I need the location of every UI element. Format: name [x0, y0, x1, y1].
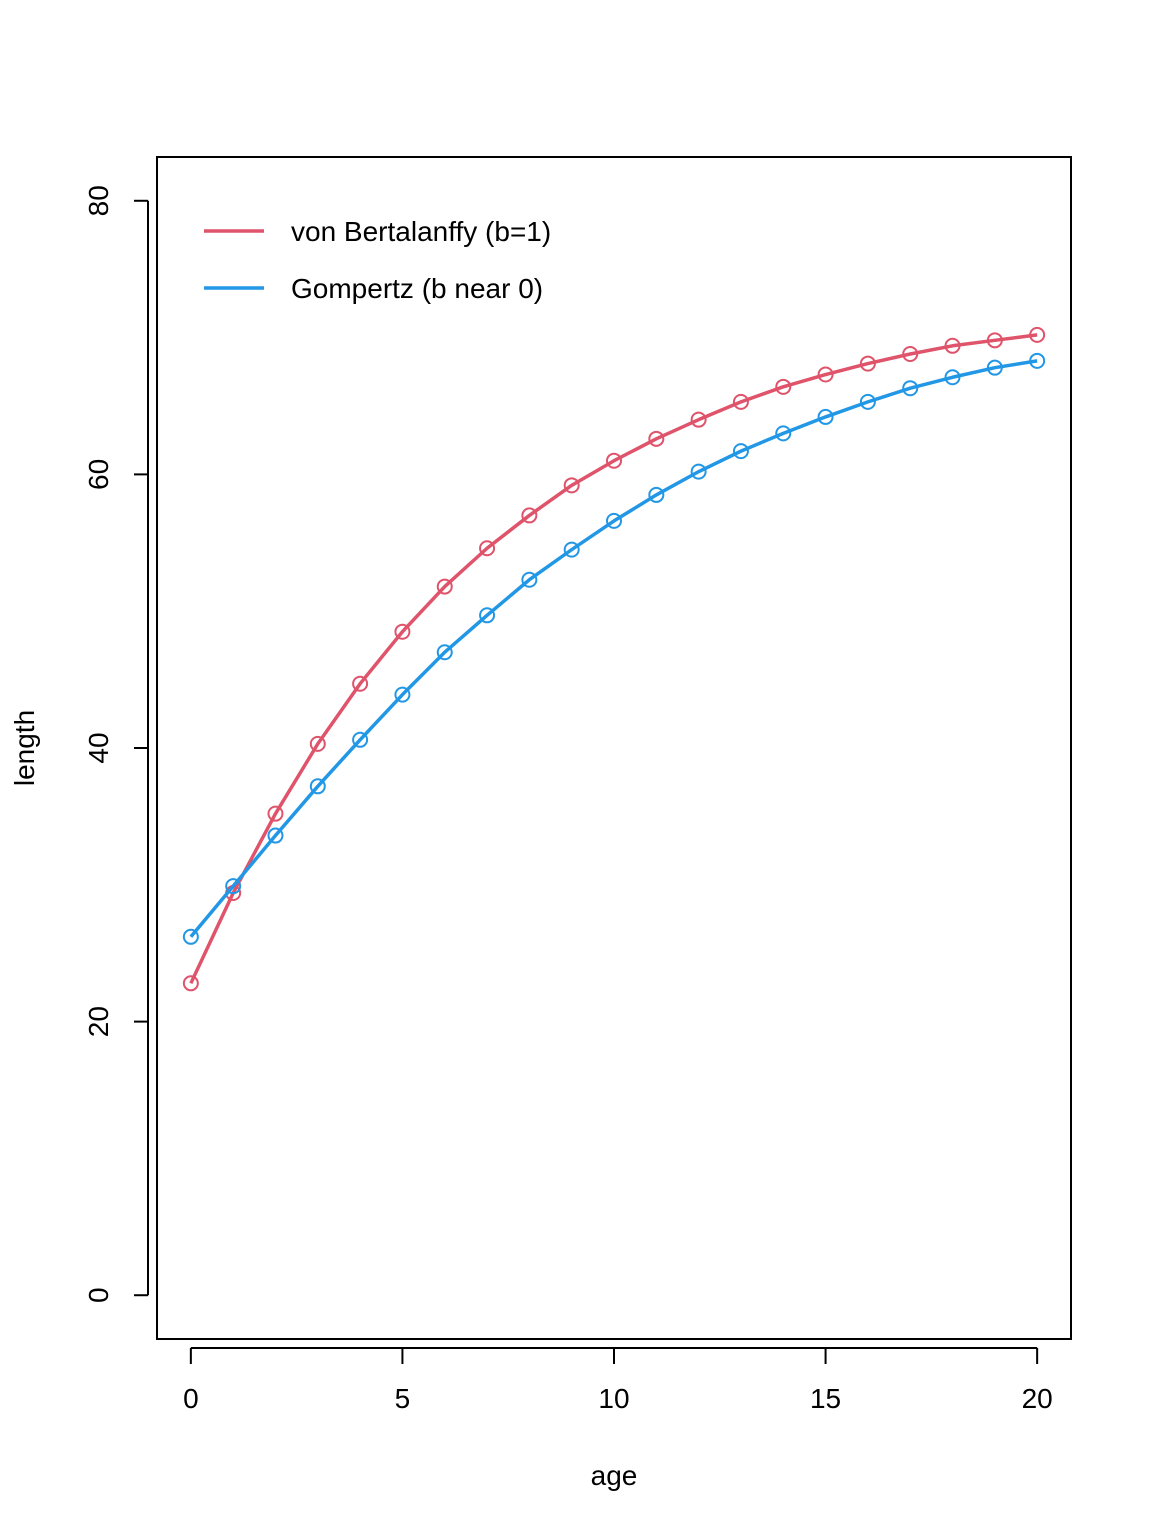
x-tick-label: 20 [1022, 1383, 1053, 1414]
data-point [182, 975, 199, 992]
data-point [225, 878, 242, 895]
data-point [775, 378, 792, 395]
data-point [352, 675, 369, 692]
data-point [732, 393, 749, 410]
series-line [189, 333, 1038, 985]
data-point [563, 541, 580, 558]
data-point [563, 477, 580, 494]
series-layer [182, 326, 1046, 992]
data-point [859, 393, 876, 410]
legend: von Bertalanffy (b=1) Gompertz (b near 0) [204, 216, 551, 304]
y-tick-label: 60 [83, 459, 114, 490]
x-axis-title: age [591, 1460, 638, 1491]
data-point [182, 928, 199, 945]
y-tick-label: 0 [83, 1287, 114, 1303]
data-point [521, 507, 538, 524]
data-point [436, 578, 453, 595]
data-point [309, 778, 326, 795]
data-point [352, 731, 369, 748]
data-point [817, 408, 834, 425]
y-tick-label: 20 [83, 1006, 114, 1037]
data-point [986, 332, 1003, 349]
data-point [690, 411, 707, 428]
y-axis-title: length [9, 710, 40, 786]
x-tick-label: 10 [598, 1383, 629, 1414]
data-point [859, 355, 876, 372]
plot-frame [156, 156, 1072, 1340]
data-point [648, 486, 665, 503]
x-tick-label: 15 [810, 1383, 841, 1414]
x-axis: 0 5 10 15 20 [183, 1347, 1053, 1414]
data-point [944, 369, 961, 386]
y-tick-label: 80 [83, 185, 114, 216]
data-point [648, 430, 665, 447]
data-point [606, 452, 622, 469]
data-point [1029, 326, 1046, 343]
y-axis: 0 20 40 60 80 [83, 185, 149, 1303]
data-point [902, 346, 919, 362]
data-point [479, 607, 496, 624]
series-line [189, 359, 1038, 938]
series-2 [182, 352, 1046, 945]
data-point [479, 540, 496, 557]
data-point [267, 805, 284, 822]
data-point [436, 644, 453, 661]
legend-label: Gompertz (b near 0) [291, 273, 543, 304]
series-1 [182, 326, 1046, 992]
data-point [690, 463, 707, 480]
data-point [775, 425, 792, 442]
data-point [394, 623, 411, 640]
data-point [606, 512, 622, 529]
legend-label: von Bertalanffy (b=1) [291, 216, 551, 247]
data-point [944, 337, 961, 354]
x-tick-label: 5 [395, 1383, 411, 1414]
data-point [394, 686, 411, 703]
data-point [267, 827, 284, 844]
data-point [902, 380, 919, 397]
data-point [521, 571, 538, 588]
data-point [732, 443, 749, 460]
y-tick-label: 40 [83, 732, 114, 763]
data-point [817, 366, 834, 383]
data-point [986, 359, 1003, 376]
data-point [309, 735, 326, 752]
x-tick-label: 0 [183, 1383, 199, 1414]
data-point [1029, 352, 1046, 369]
